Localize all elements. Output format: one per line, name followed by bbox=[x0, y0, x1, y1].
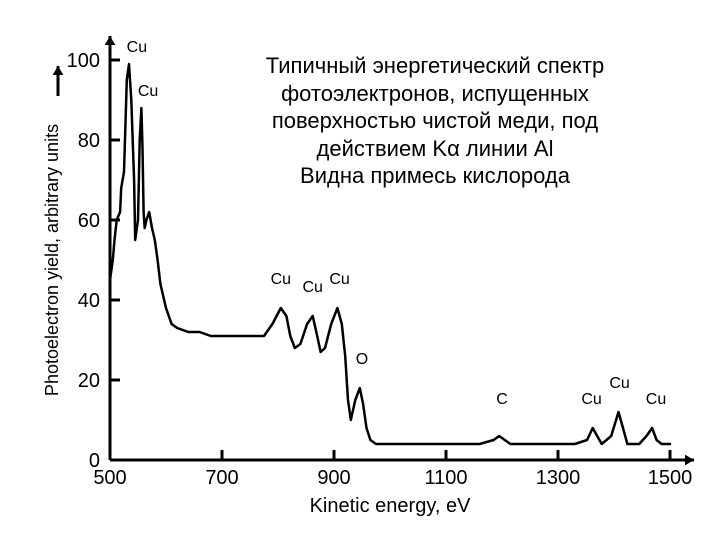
peak-label: O bbox=[356, 351, 368, 368]
peak-label: C bbox=[496, 391, 508, 408]
spectrum-series bbox=[110, 64, 670, 444]
spectrum-chart: 500700900110013001500020406080100Kinetic… bbox=[20, 20, 700, 520]
peak-label: Cu bbox=[271, 271, 291, 288]
peak-label: Cu bbox=[609, 375, 629, 392]
y-tick-label: 0 bbox=[89, 450, 100, 472]
x-tick-label: 900 bbox=[317, 467, 350, 489]
peak-label: Cu bbox=[329, 271, 349, 288]
y-tick-label: 60 bbox=[78, 210, 100, 232]
x-tick-label: 700 bbox=[205, 467, 238, 489]
peak-label: Cu bbox=[581, 391, 601, 408]
peak-label: Cu bbox=[302, 279, 322, 296]
x-tick-label: 1500 bbox=[648, 467, 693, 489]
y-tick-label: 80 bbox=[78, 130, 100, 152]
y-tick-label: 40 bbox=[78, 290, 100, 312]
x-tick-label: 1300 bbox=[536, 467, 581, 489]
peak-label: Cu bbox=[646, 391, 666, 408]
x-tick-label: 1100 bbox=[424, 467, 467, 489]
y-tick-label: 100 bbox=[67, 50, 100, 72]
y-tick-label: 20 bbox=[78, 370, 100, 392]
y-axis-label: Photoelectron yield, arbitrary units bbox=[42, 124, 62, 396]
peak-label: Cu bbox=[138, 83, 158, 100]
x-axis-label: Kinetic energy, eV bbox=[310, 495, 471, 517]
peak-label: Cu bbox=[127, 39, 147, 56]
